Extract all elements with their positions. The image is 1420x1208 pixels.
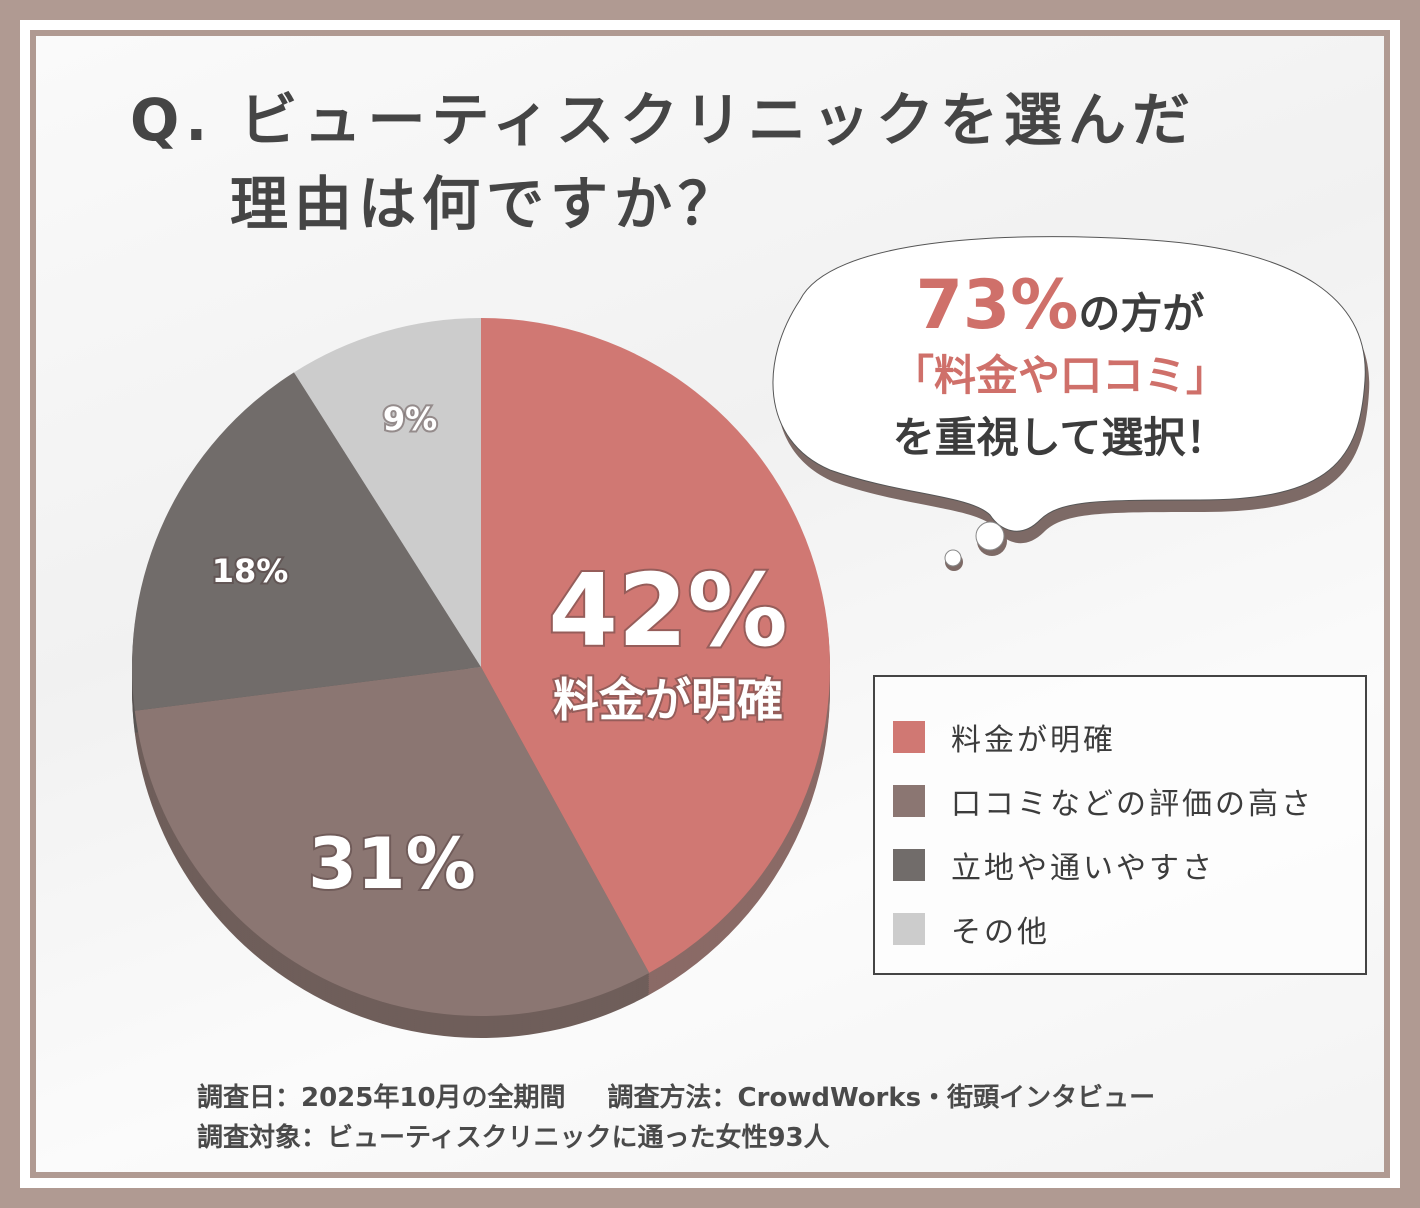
survey-target: 調査対象：ビューティスクリニックに通った女性93人 (197, 1123, 830, 1153)
survey-method: 調査方法：CrowdWorks・街頭インタビュー (607, 1083, 1156, 1113)
legend-swatch (893, 721, 925, 753)
highlight-percent: 73% (915, 266, 1079, 345)
legend-item: 立地や通いやすさ (893, 843, 1215, 887)
question-title: Q. ビューティスクリニックを選んだ 理由は何ですか？ (130, 78, 1196, 246)
title-line-1: Q. ビューティスクリニックを選んだ (130, 86, 1197, 154)
pie-slice-3 (293, 318, 481, 667)
data-label-0: 42% (548, 552, 787, 669)
legend-item: その他 (893, 907, 1050, 951)
legend-label: 口コミなどの評価の高さ (951, 787, 1314, 822)
legend-label: その他 (951, 915, 1050, 950)
bubble-line-1: の方が (1078, 289, 1205, 338)
speech-bubble (772, 236, 1370, 571)
legend-label: 立地や通いやすさ (951, 851, 1215, 886)
pie-slice-0 (481, 318, 831, 973)
data-label-1: 31% (308, 823, 476, 905)
title-line-2: 理由は何ですか？ (230, 170, 743, 238)
data-label-3: 9% (383, 400, 437, 438)
slice-caption: 料金が明確 (553, 673, 783, 727)
legend-label: 料金が明確 (951, 723, 1116, 758)
bubble-text: 73%の方が 「料金や口コミ」 を重視して選択！ (820, 272, 1300, 469)
legend-swatch (893, 913, 925, 945)
pie-slice-1 (134, 667, 650, 1016)
data-label-2: 18% (212, 552, 289, 590)
legend: 料金が明確 口コミなどの評価の高さ 立地や通いやすさ その他 (873, 675, 1367, 975)
legend-swatch (893, 785, 925, 817)
bubble-line-3: を重視して選択！ (892, 413, 1228, 462)
legend-item: 料金が明確 (893, 715, 1116, 759)
legend-item: 口コミなどの評価の高さ (893, 779, 1314, 823)
bubble-line-2: 「料金や口コミ」 (891, 351, 1228, 400)
pie-slice-2 (132, 372, 481, 711)
survey-date: 調査日：2025年10月の全期間 (197, 1083, 566, 1113)
survey-footer: 調査日：2025年10月の全期間 調査方法：CrowdWorks・街頭インタビュー… (197, 1078, 1197, 1158)
legend-swatch (893, 849, 925, 881)
